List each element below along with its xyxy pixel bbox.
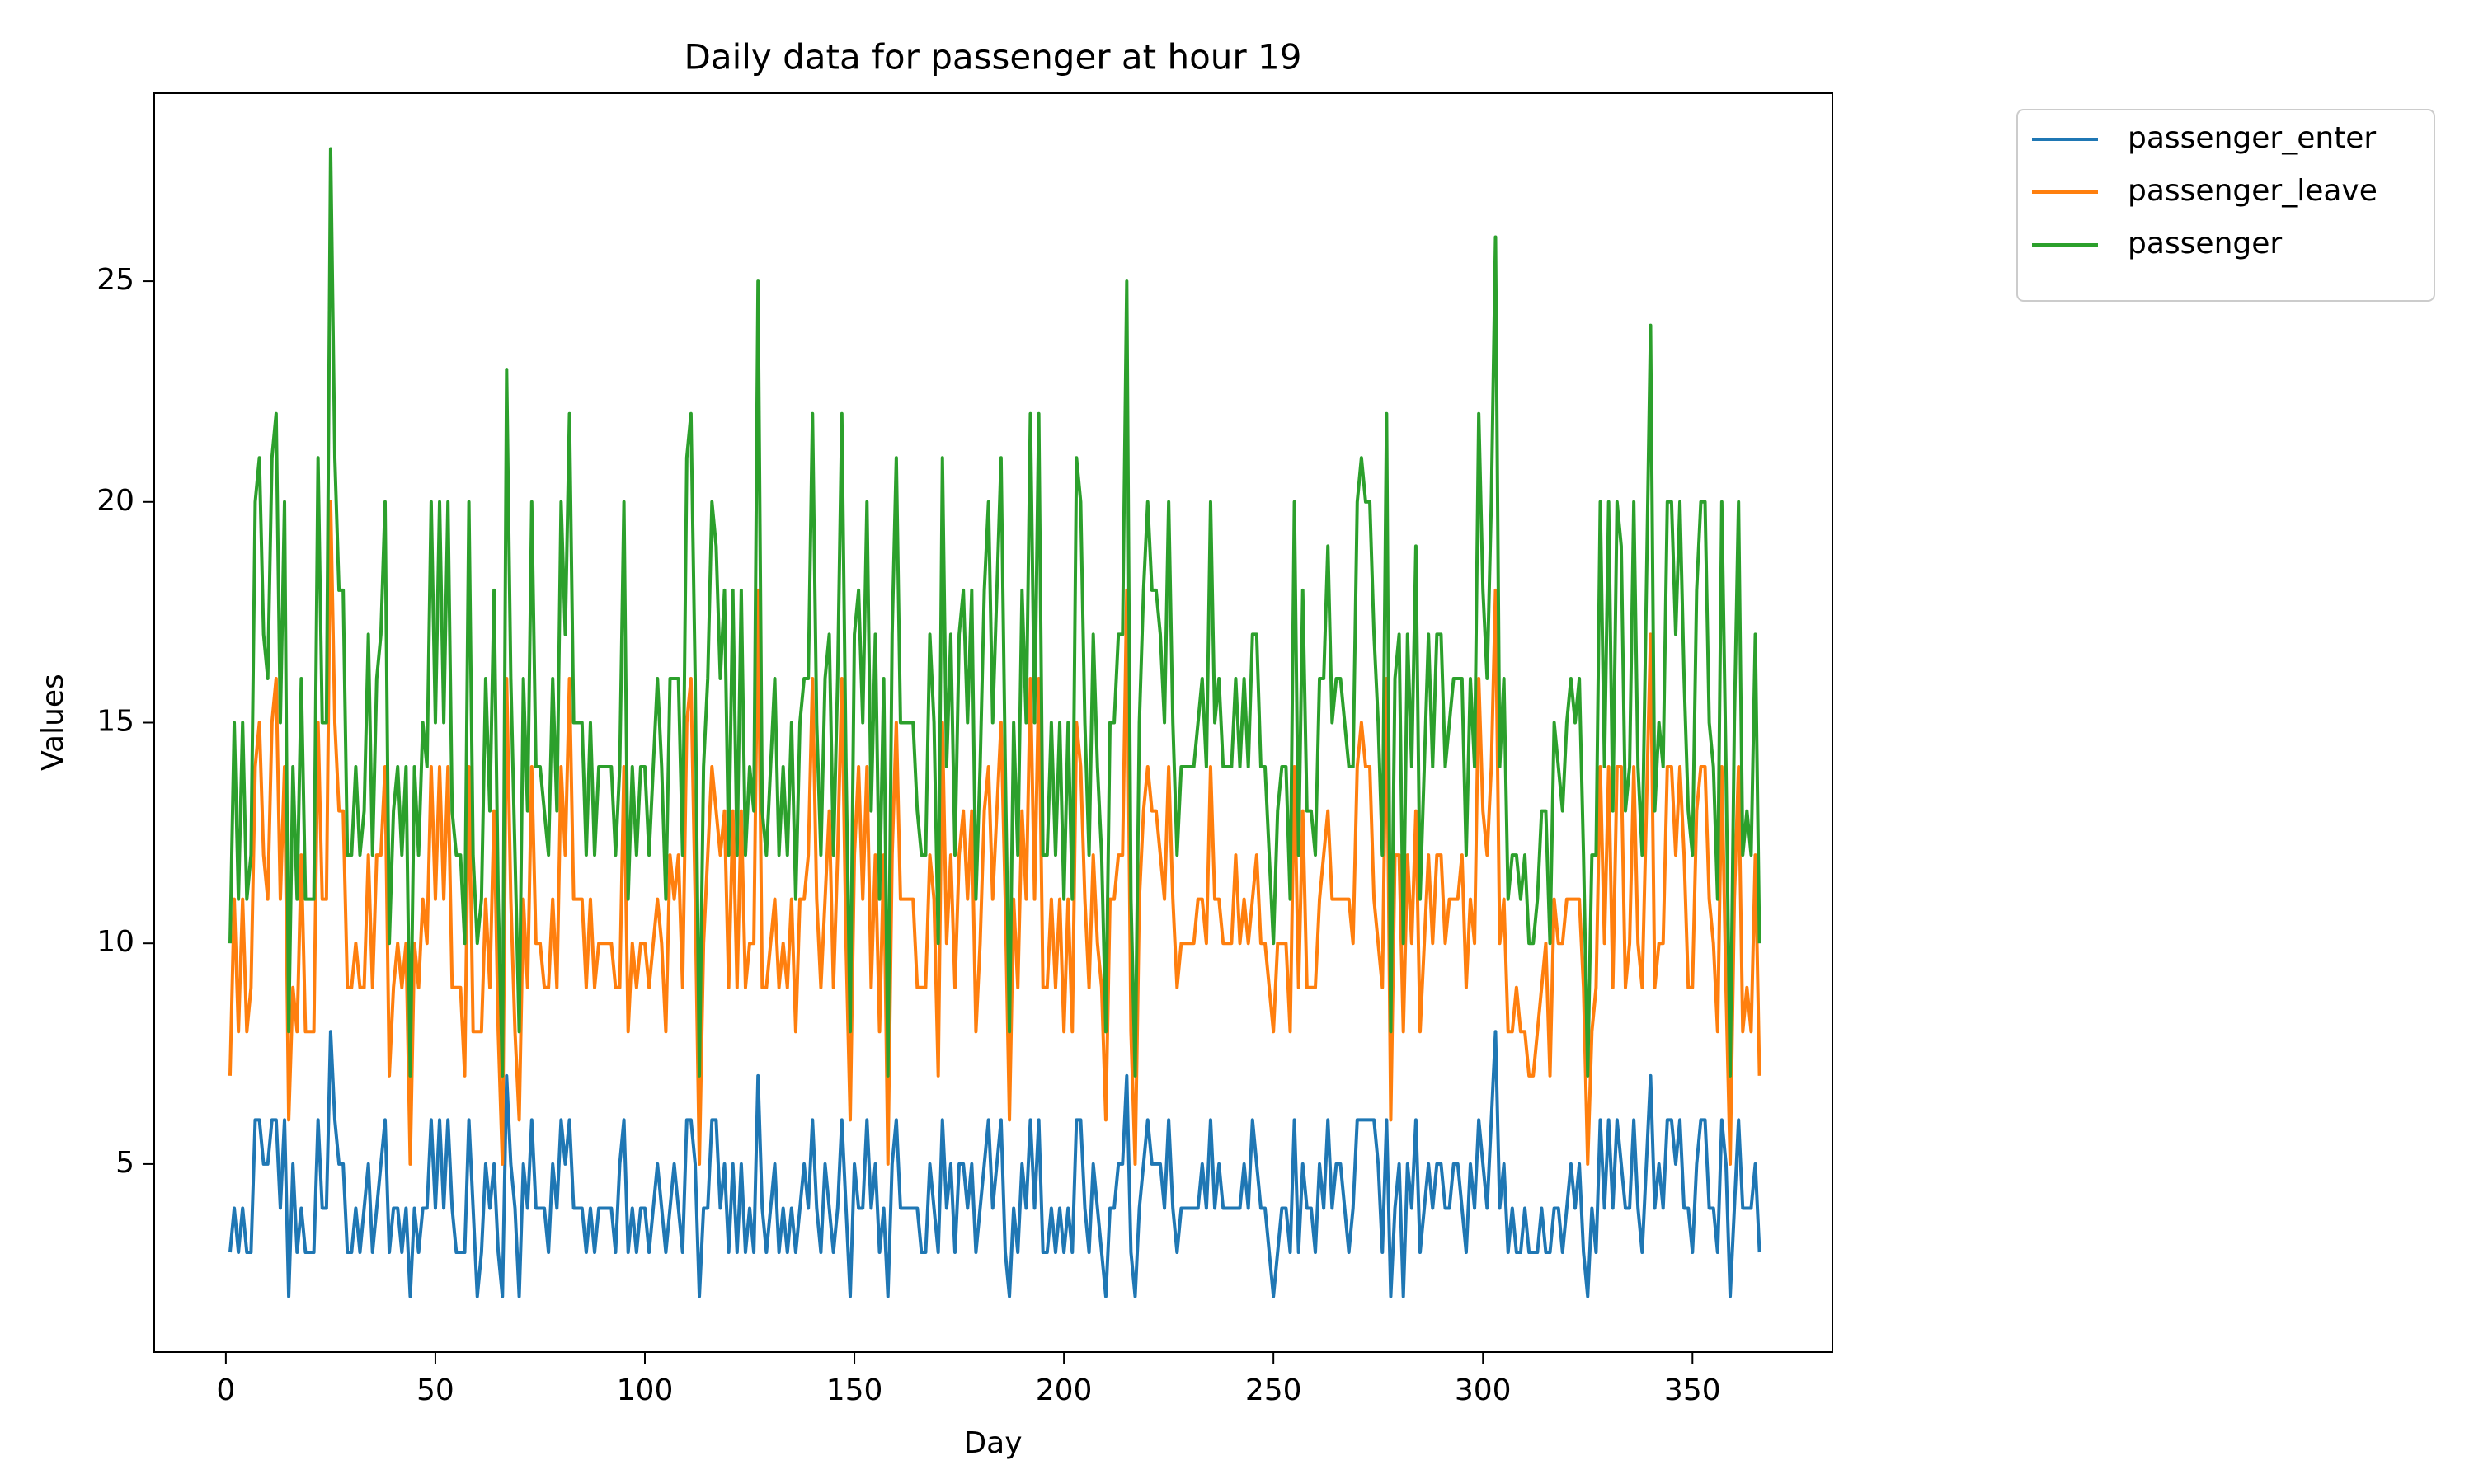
x-tick-label: 200 <box>1036 1374 1093 1407</box>
legend-label: passenger_leave <box>2128 174 2378 208</box>
y-tick-label: 5 <box>115 1146 134 1180</box>
data-line <box>228 500 1761 1166</box>
x-tick-label: 0 <box>216 1374 235 1407</box>
data-line <box>228 1030 1761 1298</box>
x-tick-label: 250 <box>1245 1374 1302 1407</box>
x-tick-label: 50 <box>416 1374 454 1407</box>
x-tick-label: 100 <box>617 1374 674 1407</box>
legend-box <box>2016 109 2435 302</box>
plot-frame <box>153 92 1833 1353</box>
y-tick-label: 25 <box>96 263 134 297</box>
legend-label: passenger <box>2128 227 2282 261</box>
data-line <box>228 147 1761 1078</box>
x-tick-label: 350 <box>1664 1374 1721 1407</box>
x-tick-label: 150 <box>826 1374 883 1407</box>
chart-title: Daily data for passenger at hour 19 <box>684 37 1302 77</box>
y-axis-label: Values <box>36 674 70 771</box>
legend-label: passenger_enter <box>2128 121 2376 155</box>
y-tick-label: 10 <box>96 925 134 959</box>
y-tick-label: 20 <box>96 484 134 518</box>
y-tick-label: 15 <box>96 705 134 739</box>
x-tick-label: 300 <box>1455 1374 1512 1407</box>
x-axis-label: Day <box>963 1426 1022 1460</box>
